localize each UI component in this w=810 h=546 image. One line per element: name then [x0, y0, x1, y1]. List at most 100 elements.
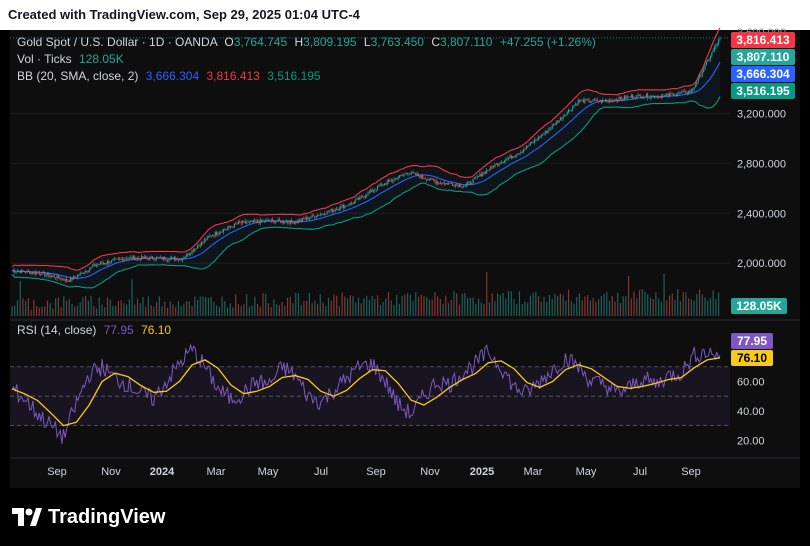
volume-bar [434, 291, 436, 316]
candle-body [568, 109, 570, 113]
candle-body [308, 218, 310, 220]
tradingview-logo[interactable]: TradingView [12, 506, 165, 529]
candle-body [711, 52, 713, 57]
candle-body [401, 174, 403, 176]
candle-body [364, 196, 366, 198]
candle-body [347, 205, 349, 207]
candle-body [531, 142, 533, 144]
candle-body [81, 272, 83, 274]
candle-body [659, 96, 661, 98]
candle-body [151, 256, 154, 260]
volume-bar [641, 289, 643, 316]
candle-body [634, 97, 636, 99]
candle-body [647, 94, 649, 98]
candle-body [529, 142, 531, 146]
volume-bar [516, 303, 518, 316]
candle-body [719, 37, 721, 40]
volume-bar [379, 304, 381, 316]
candle-body [670, 93, 672, 95]
candle-body [674, 95, 676, 97]
candle-body [559, 117, 561, 121]
volume-bar [128, 299, 130, 316]
candle-body [162, 257, 164, 260]
volume-bar [718, 292, 720, 316]
candle-body [583, 100, 585, 103]
time-tick-label: Jul [633, 466, 647, 478]
candle-body [66, 278, 68, 281]
candle-body [319, 214, 321, 216]
candle-body [473, 177, 476, 179]
candle-body [648, 97, 650, 99]
volume-bar [600, 295, 602, 316]
candle-body [289, 220, 291, 224]
candle-body [297, 220, 300, 222]
open-value: 3,764.745 [233, 35, 288, 49]
candle-body [637, 94, 639, 96]
candle-body [664, 94, 666, 96]
volume-bar [207, 297, 210, 316]
volume-bar [431, 299, 433, 316]
candle-body [362, 196, 364, 198]
candle-body [614, 99, 616, 102]
volume-bar [628, 275, 630, 316]
candle-body [381, 184, 383, 186]
candle-body [127, 258, 129, 260]
volume-bar [30, 309, 32, 316]
volume-bar [346, 298, 349, 316]
volume-bar [546, 302, 548, 316]
candle-body [432, 179, 435, 181]
candle-body [533, 139, 536, 143]
candle-body [532, 142, 534, 144]
volume-bar [101, 304, 103, 316]
candle-body [64, 278, 66, 281]
rsi-ma-value-label: 76.10 [737, 351, 767, 365]
volume-bar [262, 293, 264, 316]
candle-body [652, 95, 654, 97]
candle-body [188, 253, 190, 256]
candle-body [577, 100, 579, 105]
volume-bar [404, 294, 406, 316]
candle-body [323, 214, 325, 215]
candle-body [217, 233, 219, 235]
candle-body [713, 46, 716, 51]
volume-bar [177, 301, 180, 316]
volume-bar [284, 306, 286, 316]
candle-body [506, 158, 508, 160]
candle-body [584, 99, 586, 103]
candle-body [334, 209, 336, 211]
volume-bar [677, 289, 679, 316]
candle-body [378, 185, 380, 187]
candle-body [630, 95, 632, 98]
candle-body [355, 199, 357, 202]
chart-svg[interactable]: 2,000.0002,400.0002,800.0003,200.0003,60… [0, 0, 810, 488]
volume-bar [63, 296, 65, 316]
volume-bar [221, 296, 223, 316]
candle-body [115, 258, 117, 260]
candle-body [679, 92, 681, 94]
candle-body [101, 262, 103, 264]
candle-body [104, 263, 106, 265]
candle-body [36, 272, 38, 274]
candle-body [89, 268, 91, 271]
candle-body [662, 95, 664, 98]
volume-bar [633, 291, 635, 316]
candle-body [379, 184, 381, 187]
candle-body [295, 222, 297, 224]
candle-body [527, 146, 529, 147]
candle-body [641, 97, 643, 99]
candle-body [192, 250, 194, 251]
volume-bar [398, 303, 401, 316]
candle-body [640, 95, 642, 98]
volume-bar [33, 299, 35, 316]
candle-body [655, 97, 657, 98]
volume-bar [172, 304, 174, 316]
volume-bar [696, 293, 698, 316]
candle-body [673, 93, 675, 97]
bb-mid-line [11, 61, 721, 279]
candle-body [216, 232, 218, 235]
volume-bar [390, 300, 392, 316]
volume-bar [597, 299, 600, 316]
candle-body [141, 256, 143, 260]
volume-bar [573, 303, 575, 316]
candle-body [622, 99, 624, 100]
